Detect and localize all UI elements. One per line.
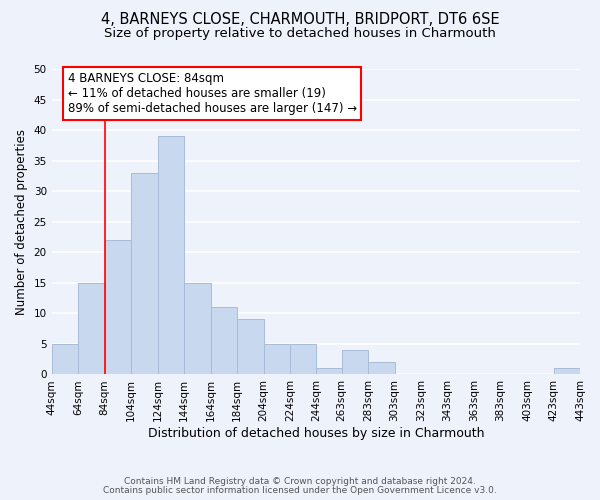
Bar [211, 308, 237, 374]
Bar [368, 362, 395, 374]
Bar [263, 344, 290, 374]
Bar [131, 173, 158, 374]
Text: 4, BARNEYS CLOSE, CHARMOUTH, BRIDPORT, DT6 6SE: 4, BARNEYS CLOSE, CHARMOUTH, BRIDPORT, D… [101, 12, 499, 28]
Text: Contains public sector information licensed under the Open Government Licence v3: Contains public sector information licen… [103, 486, 497, 495]
Bar [237, 320, 263, 374]
X-axis label: Distribution of detached houses by size in Charmouth: Distribution of detached houses by size … [148, 427, 484, 440]
Text: 4 BARNEYS CLOSE: 84sqm
← 11% of detached houses are smaller (19)
89% of semi-det: 4 BARNEYS CLOSE: 84sqm ← 11% of detached… [68, 72, 356, 115]
Text: Contains HM Land Registry data © Crown copyright and database right 2024.: Contains HM Land Registry data © Crown c… [124, 477, 476, 486]
Bar [290, 344, 316, 374]
Bar [184, 283, 211, 374]
Bar [316, 368, 341, 374]
Bar [158, 136, 184, 374]
Y-axis label: Number of detached properties: Number of detached properties [15, 128, 28, 314]
Bar [52, 344, 78, 374]
Bar [78, 283, 104, 374]
Bar [554, 368, 580, 374]
Bar [341, 350, 368, 374]
Text: Size of property relative to detached houses in Charmouth: Size of property relative to detached ho… [104, 28, 496, 40]
Bar [104, 240, 131, 374]
